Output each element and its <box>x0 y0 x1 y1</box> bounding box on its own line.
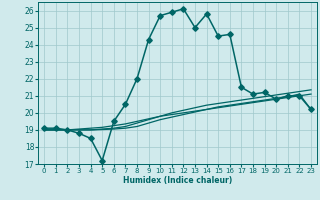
X-axis label: Humidex (Indice chaleur): Humidex (Indice chaleur) <box>123 176 232 185</box>
